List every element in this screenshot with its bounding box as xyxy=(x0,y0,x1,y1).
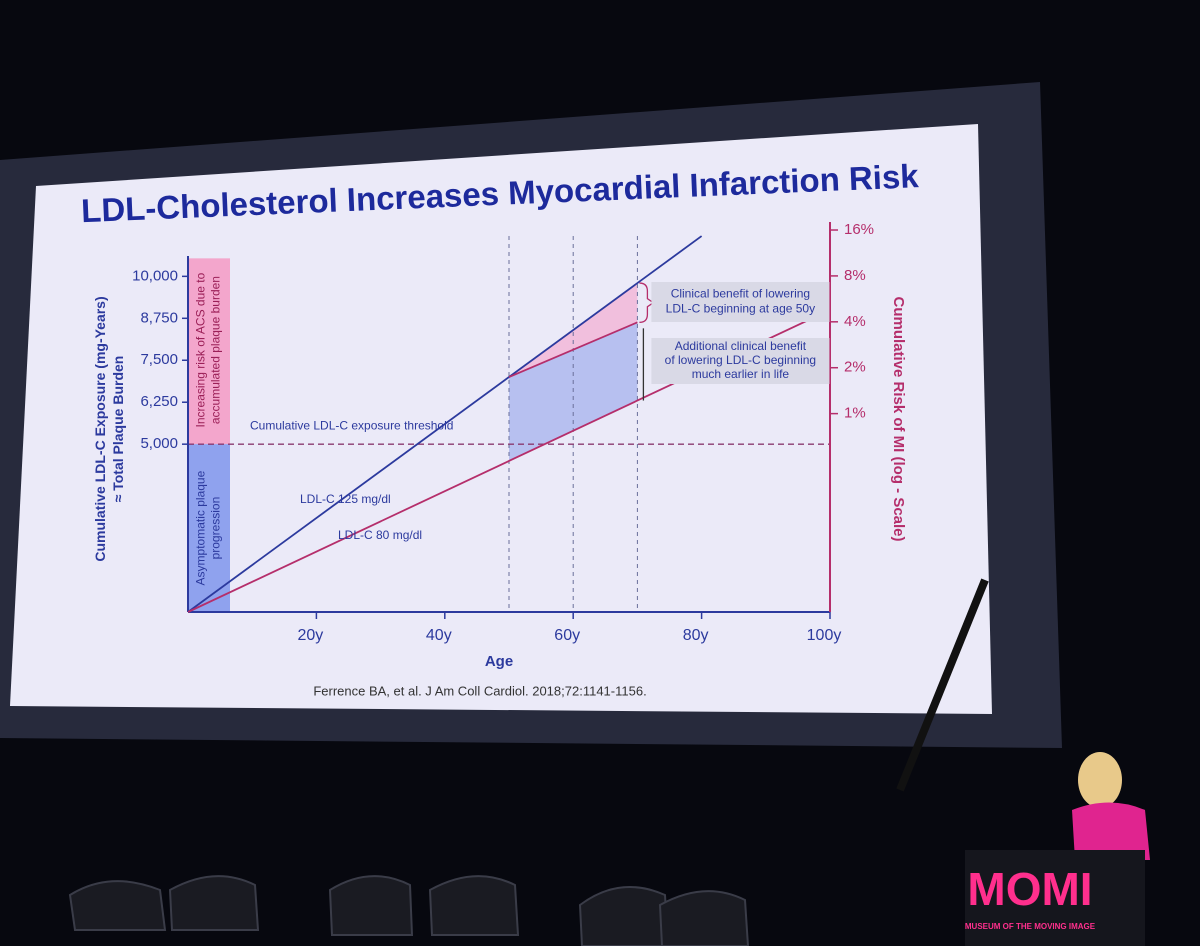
x-tick-label: 100y xyxy=(807,627,842,644)
speaker xyxy=(1072,752,1150,860)
logo-subtitle: MUSEUM OF THE MOVING IMAGE xyxy=(965,922,1096,931)
y-axis-label-line: Cumulative LDL-C Exposure (mg-Years) xyxy=(92,296,108,561)
chairs xyxy=(68,875,750,946)
series-label: LDL-C 80 mg/dl xyxy=(338,528,422,542)
band-label: Increasing risk of ACS due toaccumulated… xyxy=(194,272,223,427)
x-tick-label: 80y xyxy=(683,627,709,644)
band-label-line: accumulated plaque burden xyxy=(209,276,223,424)
y-tick-label: 6,250 xyxy=(140,393,178,410)
x-tick-label: 60y xyxy=(554,627,580,644)
y2-tick-label: 2% xyxy=(844,359,866,376)
annotation-line: Additional clinical benefit xyxy=(675,339,807,353)
band-label-line: Asymptomatic plaque xyxy=(194,470,208,585)
annotation-line: of lowering LDL-C beginning xyxy=(665,353,816,367)
annotation-box xyxy=(651,282,830,322)
y-tick-label: 10,000 xyxy=(132,267,178,284)
x-tick-label: 20y xyxy=(298,627,324,644)
source: Ferrence BA, et al. J Am Coll Cardiol. 2… xyxy=(313,683,646,698)
annotation: Clinical benefit of lowering LDL-C beginn… xyxy=(666,287,815,316)
y2-tick-label: 8% xyxy=(844,267,866,284)
band-label: Asymptomatic plaqueprogression xyxy=(194,470,223,585)
logo: MOMI xyxy=(967,863,1092,915)
risk-band xyxy=(188,258,230,445)
y-axis-label-line: ≈ Total Plaque Burden xyxy=(110,356,126,503)
plot: Increasing risk of ACS due toaccumulated… xyxy=(92,221,907,698)
y-axis-label: Cumulative LDL-C Exposure (mg-Years) ≈ To… xyxy=(92,296,126,561)
series-line xyxy=(187,235,703,613)
annotation-line: LDL-C beginning at age 50y xyxy=(666,302,815,316)
threshold-label: Cumulative LDL-C exposure threshold xyxy=(250,418,453,432)
annotation: Additional clinical benefit of lowering L… xyxy=(665,339,816,381)
band-label-line: Increasing risk of ACS due to xyxy=(194,272,208,427)
x-tick-label: 40y xyxy=(426,627,452,644)
annotation-line: Clinical benefit of lowering xyxy=(671,287,810,301)
y2-axis-label: Cumulative Risk of MI (log - Scale) xyxy=(890,296,907,541)
y2-tick-label: 16% xyxy=(844,221,874,238)
y2-tick-label: 1% xyxy=(844,405,866,422)
microphone xyxy=(896,578,989,792)
podium xyxy=(965,850,1145,946)
annotation-line: much earlier in life xyxy=(692,367,790,381)
slide xyxy=(10,124,992,714)
series-line xyxy=(508,321,638,378)
y-tick-label: 5,000 xyxy=(140,435,178,452)
annotation-box xyxy=(651,338,830,384)
band-label-line: progression xyxy=(209,497,223,560)
y-tick-label: 7,500 xyxy=(140,351,178,368)
series-label: LDL-C 125 mg/dl xyxy=(300,492,391,506)
x-axis-label: Age xyxy=(485,653,513,670)
y2-tick-label: 4% xyxy=(844,313,866,330)
y-tick-label: 8,750 xyxy=(140,309,178,326)
plaque-band xyxy=(188,444,230,612)
